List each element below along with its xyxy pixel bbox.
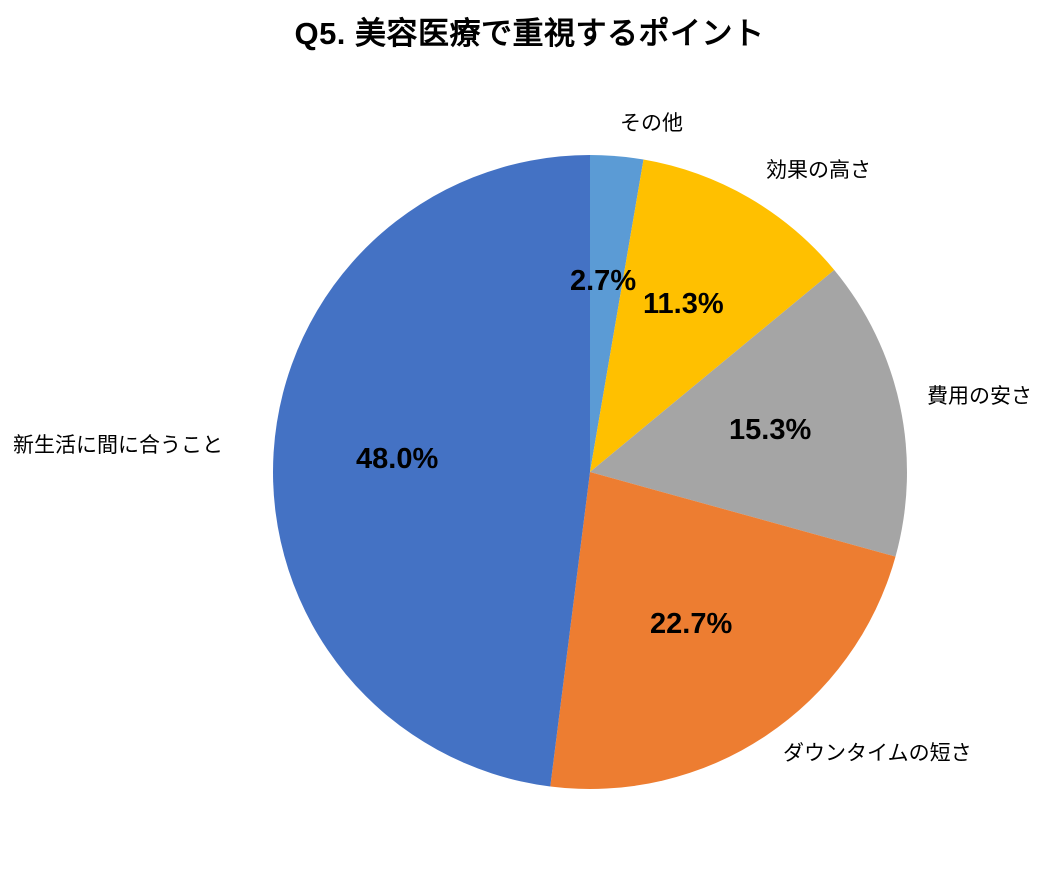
pie-slice-2	[590, 269, 907, 557]
slice-percent-label-1: 11.3%	[643, 288, 724, 320]
chart-title: Q5. 美容医療で重視するポイント	[294, 16, 765, 51]
slice-percent-label-0: 2.7%	[570, 265, 637, 297]
pie-slice-3	[550, 472, 896, 789]
slice-label-0: その他	[620, 112, 683, 135]
slice-label-4: 新生活に間に合うこと	[13, 434, 223, 457]
slice-percent-label-2: 15.3%	[729, 414, 812, 446]
pie-slice-4	[273, 155, 590, 787]
pie-slice-0	[590, 155, 644, 472]
slice-percent-label-4: 48.0%	[356, 443, 439, 475]
pie-slice-1	[590, 159, 835, 473]
slice-percent-label-3: 22.7%	[650, 608, 733, 640]
slice-label-1: 効果の高さ	[766, 159, 871, 182]
slice-label-3: ダウンタイムの短さ	[783, 742, 972, 765]
slice-label-2: 費用の安さ	[927, 385, 1032, 408]
